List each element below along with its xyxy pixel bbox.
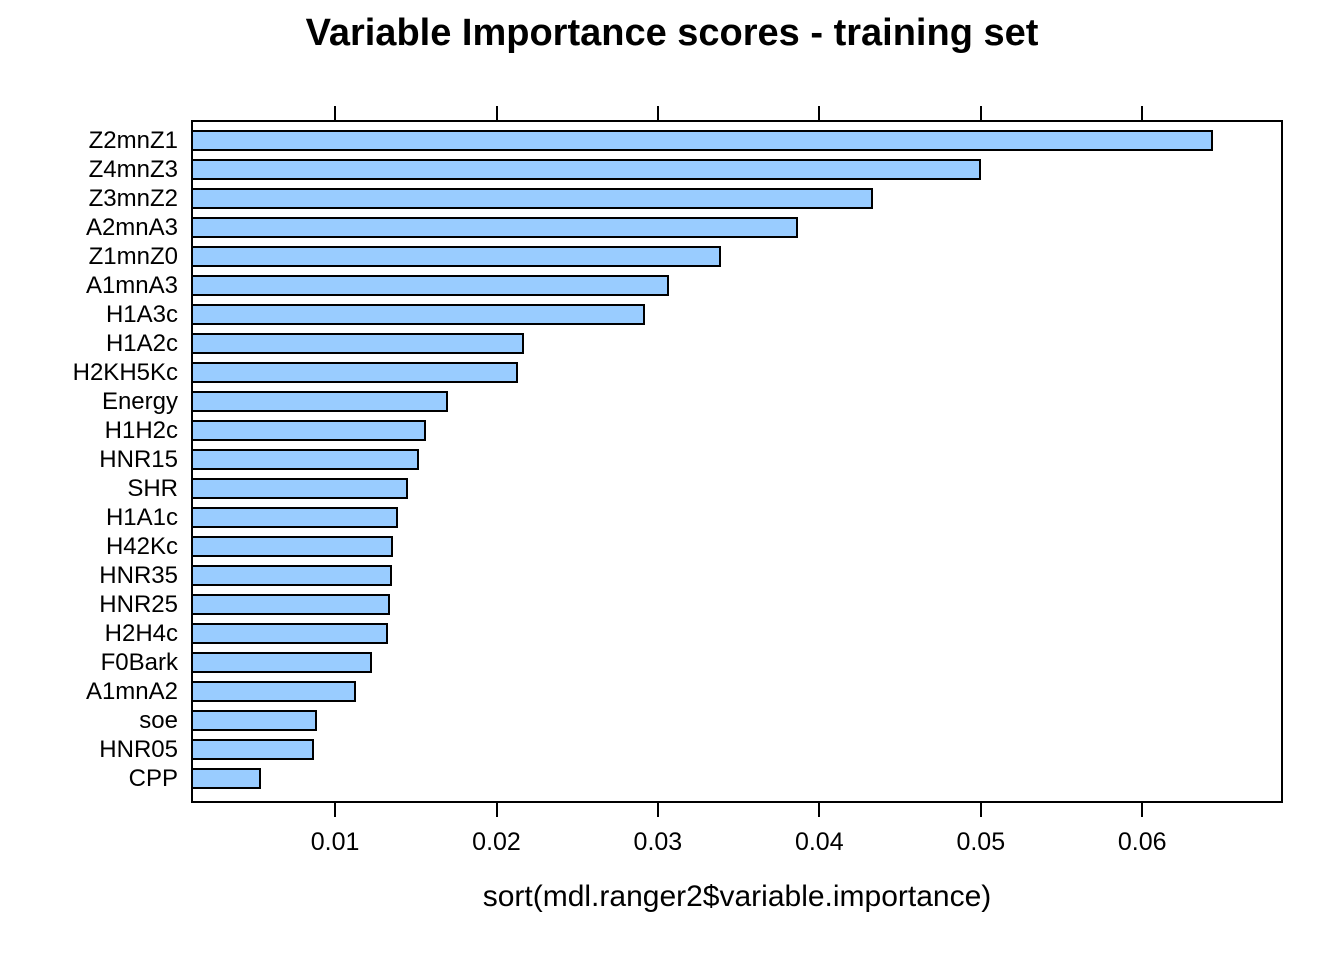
x-axis-tick-label: 0.06 [1117, 828, 1167, 856]
x-axis-tick-top [1141, 106, 1144, 120]
x-axis-tick-label: 0.03 [633, 828, 683, 856]
bar [193, 333, 524, 354]
x-axis-tick-bottom [818, 803, 821, 817]
bar [193, 536, 394, 557]
y-axis-label: H1A1c [105, 504, 178, 531]
bar [193, 710, 318, 731]
bar [193, 130, 1214, 151]
y-axis-label: HNR15 [99, 446, 178, 473]
x-axis-tick-bottom [1141, 803, 1144, 817]
bars-container [193, 122, 1281, 801]
y-axis-labels: Z2mnZ1 Z4mnZ3 Z3mnZ2 A2mnA3 Z1mnZ0 A1mnA3 H1A3… [0, 120, 178, 803]
x-axis-tick-top [334, 106, 337, 120]
y-axis-label: H42Kc [105, 533, 178, 560]
x-axis-tick-label: 0.02 [472, 828, 521, 856]
y-axis-label: H1A3c [105, 301, 178, 328]
y-axis-label: Z3mnZ2 [88, 185, 178, 212]
bar [193, 420, 426, 441]
y-axis-label: A1mnA2 [85, 678, 178, 705]
x-axis-tick-label: 0.01 [310, 828, 360, 856]
x-axis-tick-bottom [656, 803, 659, 817]
x-axis-tick-top [495, 106, 498, 120]
bar [193, 275, 670, 296]
y-axis-label: CPP [128, 765, 178, 792]
bar [193, 304, 645, 325]
y-axis-label: SHR [127, 475, 178, 502]
bar [193, 246, 721, 267]
y-axis-label: H1A2c [105, 330, 178, 357]
bar [193, 188, 873, 209]
bar [193, 507, 398, 528]
x-axis-tick-bottom [495, 803, 498, 817]
y-axis-label: HNR25 [99, 591, 178, 618]
bar [193, 478, 408, 499]
chart-title: Variable Importance scores - training se… [305, 12, 1039, 54]
bar [193, 391, 449, 412]
bar [193, 681, 356, 702]
y-axis-label: H2KH5Kc [72, 359, 178, 386]
x-axis-tick-top [656, 106, 659, 120]
y-axis-label: Z1mnZ0 [88, 243, 178, 270]
bar [193, 159, 981, 180]
x-axis-tick-bottom [334, 803, 337, 817]
y-axis-label: Energy [101, 388, 178, 415]
bar [193, 739, 315, 760]
x-axis-tick-label: 0.05 [956, 828, 1006, 856]
y-axis-label: Z4mnZ3 [88, 156, 178, 183]
y-axis-label: Z2mnZ1 [88, 127, 178, 154]
y-axis-label: F0Bark [100, 649, 178, 676]
bar [193, 768, 261, 789]
bar [193, 652, 373, 673]
plot-area [191, 120, 1283, 803]
y-axis-label: A2mnA3 [85, 214, 178, 241]
y-axis-label: H1H2c [104, 417, 178, 444]
x-axis-label: sort(mdl.ranger2$variable.importance) [482, 880, 992, 913]
x-axis-tick-label: 0.04 [794, 828, 844, 856]
bar [193, 217, 799, 238]
bar [193, 362, 518, 383]
bar [193, 449, 419, 470]
x-axis-tick-top [818, 106, 821, 120]
y-axis-label: H2H4c [104, 620, 178, 647]
y-axis-label: soe [139, 707, 178, 734]
bar [193, 565, 392, 586]
bar [193, 594, 390, 615]
y-axis-label: HNR05 [99, 736, 178, 763]
y-axis-label: A1mnA3 [85, 272, 178, 299]
x-axis-tick-bottom [979, 803, 982, 817]
bar [193, 623, 389, 644]
y-axis-label: HNR35 [99, 562, 178, 589]
x-axis-tick-top [979, 106, 982, 120]
